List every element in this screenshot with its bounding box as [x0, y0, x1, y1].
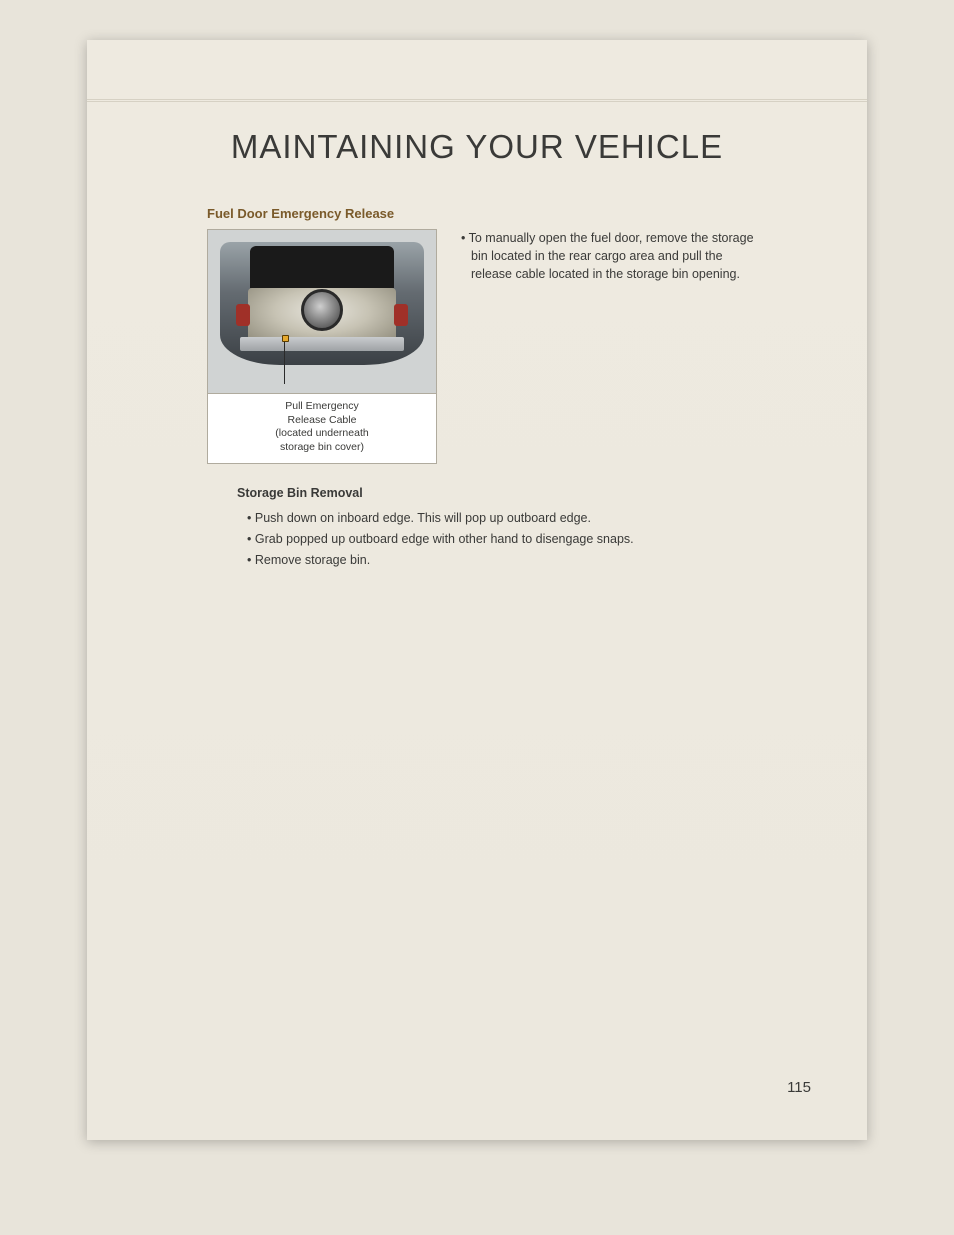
step-bullet: Remove storage bin. — [247, 550, 757, 571]
caption-line: Pull Emergency — [285, 400, 359, 412]
page-number: 115 — [787, 1079, 811, 1096]
manual-page: MAINTAINING YOUR VEHICLE Fuel Door Emerg… — [87, 40, 867, 1140]
caption-line: (located underneath — [275, 427, 368, 439]
caption-line: storage bin cover) — [280, 441, 364, 453]
figure-description: To manually open the fuel door, remove t… — [461, 229, 757, 464]
bumper-shape — [240, 337, 404, 351]
header-strip — [87, 40, 867, 100]
storage-bin-steps: Push down on inboard edge. This will pop… — [247, 508, 757, 572]
figure-caption: Pull Emergency Release Cable (located un… — [207, 394, 437, 464]
figure-text-row: Pull Emergency Release Cable (located un… — [207, 229, 757, 464]
hatch-opening — [250, 246, 394, 288]
page-content: Fuel Door Emergency Release — [87, 206, 867, 571]
step-bullet: Grab popped up outboard edge with other … — [247, 529, 757, 550]
step-bullet: Push down on inboard edge. This will pop… — [247, 508, 757, 529]
section-heading-fuel-door: Fuel Door Emergency Release — [207, 206, 757, 221]
page-header: MAINTAINING YOUR VEHICLE — [87, 100, 867, 206]
car-body-shape — [220, 242, 424, 365]
page-title: MAINTAINING YOUR VEHICLE — [87, 128, 867, 166]
callout-leader-line — [284, 338, 285, 384]
tail-light-left-icon — [236, 304, 250, 326]
figure-fuel-door-release: Pull Emergency Release Cable (located un… — [207, 229, 437, 464]
vehicle-cargo-photo — [207, 229, 437, 394]
description-bullet: To manually open the fuel door, remove t… — [461, 229, 757, 283]
spare-tire-icon — [301, 289, 343, 331]
subsection-heading-storage-bin: Storage Bin Removal — [237, 486, 757, 500]
caption-line: Release Cable — [288, 414, 357, 426]
tail-light-right-icon — [394, 304, 408, 326]
